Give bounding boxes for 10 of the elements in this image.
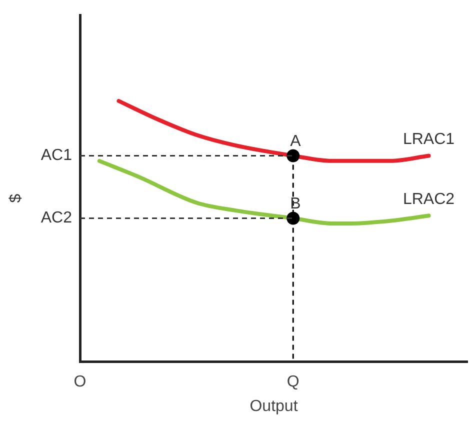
annotation: A — [290, 133, 302, 150]
annotation: B — [290, 196, 301, 213]
x-axis-title: Output — [250, 398, 298, 415]
ref-line-label: AC2 — [40, 210, 72, 227]
series-label: LRAC2 — [402, 191, 455, 208]
x-tick-label: O — [74, 374, 86, 391]
x-tick-label: Q — [286, 374, 300, 391]
series-label: LRAC1 — [402, 131, 455, 148]
ref-line-label: AC1 — [40, 147, 72, 164]
y-axis-title: $ — [7, 194, 24, 203]
